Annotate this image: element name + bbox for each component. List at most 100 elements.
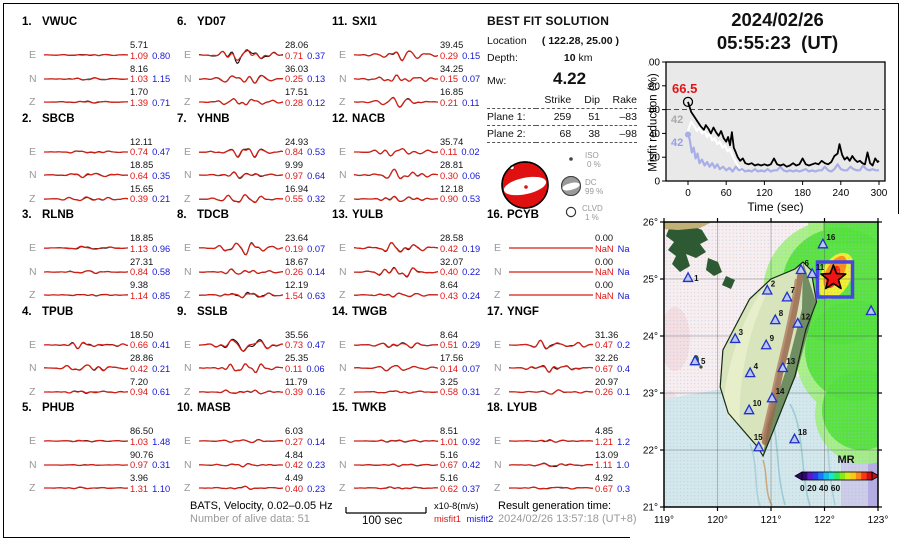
channel-row-Z: Z 0.00 NaN NaN bbox=[487, 280, 639, 306]
channel-row-Z: Z 3.96 1.31 1.10 bbox=[22, 473, 174, 499]
waveform-trace-svg bbox=[509, 294, 593, 296]
amp-value: 90.76 bbox=[130, 449, 154, 460]
channel-label: Z bbox=[494, 289, 501, 301]
fit-values: 35.74 0.11 0.02 bbox=[440, 137, 480, 158]
amp-value: 23.64 bbox=[285, 233, 309, 243]
station-block-SSLB: 9. SSLB E 35.56 0.73 0.47 N 25.35 0.11 0.06 Z 11.79… bbox=[177, 306, 329, 403]
channel-label: N bbox=[339, 169, 347, 181]
channel-row-Z: Z 17.51 0.28 0.12 bbox=[177, 87, 329, 113]
synthetic-trace bbox=[199, 171, 283, 179]
channel-row-E: E 23.64 0.19 0.07 bbox=[177, 233, 329, 259]
misfit2-value: 0.53 bbox=[462, 194, 481, 204]
fit-values: 0.00 NaN NaN bbox=[595, 233, 636, 254]
map-station-number: 14 bbox=[776, 387, 785, 396]
amp-value: 0.00 bbox=[595, 280, 614, 290]
plane2-label: Plane 2: bbox=[487, 125, 537, 143]
channel-label: Z bbox=[29, 96, 36, 108]
synthetic-trace bbox=[354, 342, 438, 348]
nodal-plane-table: Strike Dip Rake Plane 1: 259 51 –83 Plan… bbox=[487, 92, 637, 143]
channel-row-Z: Z 16.94 0.55 0.32 bbox=[177, 184, 329, 210]
amp-value: 1.70 bbox=[130, 87, 149, 97]
synthetic-trace bbox=[44, 53, 128, 57]
misfit1-value: 0.58 bbox=[440, 387, 459, 397]
lavender-start-marker bbox=[685, 131, 691, 138]
misfit2-value: 0.14 bbox=[307, 436, 326, 447]
channel-label: E bbox=[184, 49, 192, 61]
channel-label: N bbox=[29, 458, 37, 471]
waveform-trace-svg bbox=[199, 485, 283, 490]
waveform-trace-svg bbox=[44, 439, 128, 443]
waveform-trace-svg bbox=[44, 149, 128, 154]
channel-label: N bbox=[339, 458, 347, 471]
colorbar-title: MR bbox=[837, 454, 854, 466]
amp-value: 28.58 bbox=[440, 233, 464, 243]
amp-value: 15.65 bbox=[130, 183, 154, 194]
mw-row: Mw: 4.22 bbox=[487, 69, 642, 89]
channel-row-Z: Z 8.64 0.43 0.24 bbox=[332, 280, 484, 306]
station-block-VWUC: 1. VWUC E 5.71 1.09 0.80 N 8.16 1.03 1.15 Z 1.70 1.3… bbox=[22, 16, 174, 113]
mw-label: Mw: bbox=[487, 75, 507, 87]
station-block-PCYB: 16. PCYB E 0.00 NaN NaN N 0.00 NaN NaN Z 0.00 NaN NaN bbox=[487, 209, 639, 306]
channel-row-N: N 9.99 0.97 0.64 bbox=[177, 160, 329, 186]
amp-value: 4.84 bbox=[285, 449, 304, 460]
station-title: 3. RLNB bbox=[22, 209, 74, 221]
waveform-trace-svg bbox=[44, 245, 128, 250]
fit-values: 28.06 0.71 0.37 bbox=[285, 40, 325, 61]
amp-value: 28.81 bbox=[440, 160, 464, 170]
iso-pct: 0 % bbox=[587, 160, 601, 169]
misfit2-value: 0.38 bbox=[617, 483, 636, 494]
channel-row-N: N 28.81 0.30 0.06 bbox=[332, 160, 484, 186]
station-block-TPUB: 4. TPUB E 18.50 0.66 0.41 N 28.86 0.42 0.21 Z 7.20 0… bbox=[22, 306, 174, 403]
fit-values: 35.56 0.73 0.47 bbox=[285, 330, 325, 351]
station-title: 4. TPUB bbox=[22, 305, 74, 318]
synthetic-trace bbox=[44, 76, 128, 80]
synthetic-trace bbox=[199, 268, 283, 275]
amp-value: 7.20 bbox=[130, 376, 149, 387]
map-station-triangle-11 bbox=[806, 267, 818, 279]
waveform-trace-svg bbox=[44, 463, 128, 466]
map-station-number: 7 bbox=[791, 286, 796, 295]
misfit2-value: 1.48 bbox=[152, 436, 171, 447]
synthetic-trace bbox=[44, 341, 128, 349]
waveform-trace-svg bbox=[199, 74, 283, 84]
misfit1-value: NaN bbox=[595, 290, 614, 301]
synthetic-trace bbox=[509, 486, 593, 490]
amp-value: 35.56 bbox=[285, 329, 309, 340]
misfit1-value: 1.09 bbox=[130, 50, 149, 61]
amp-value: 13.09 bbox=[595, 449, 619, 460]
waveform-trace-svg bbox=[199, 98, 283, 106]
synthetic-trace bbox=[354, 486, 438, 490]
misfit2-value: 0.21 bbox=[152, 194, 171, 204]
fit-values: 8.51 1.01 0.92 bbox=[440, 426, 480, 447]
map-station-triangle-9 bbox=[760, 338, 772, 350]
map-station-triangle-13 bbox=[777, 361, 789, 373]
fit-values: 36.03 0.25 0.13 bbox=[285, 64, 325, 85]
focal-mechanism-area: ISO 0 % DC 99 % CLVD 1 % bbox=[501, 151, 603, 222]
waveform-trace-svg bbox=[44, 341, 128, 349]
channel-label: Z bbox=[184, 289, 191, 301]
misfit2-value: 1.15 bbox=[152, 74, 171, 84]
map-station-number: 5 bbox=[701, 357, 706, 366]
waveform-trace-svg bbox=[354, 364, 438, 372]
map-station-triangle-7 bbox=[781, 290, 793, 302]
misfit2-value: 0.07 bbox=[307, 243, 326, 254]
misfit2-value: NaN bbox=[617, 243, 637, 254]
channel-label: N bbox=[184, 362, 192, 374]
waveform-trace-svg bbox=[44, 269, 128, 274]
waveform-trace-svg bbox=[354, 439, 438, 443]
misfit2-value: 0.92 bbox=[462, 436, 481, 447]
misfit2-value: 0.85 bbox=[152, 290, 171, 301]
misfit1-value: 0.39 bbox=[285, 387, 304, 397]
synthetic-trace bbox=[44, 269, 128, 274]
map-station-number: 13 bbox=[786, 357, 795, 366]
channel-label: E bbox=[494, 242, 502, 254]
misfit2-value: 0.07 bbox=[462, 363, 481, 374]
misfit1-value: 0.66 bbox=[130, 340, 149, 350]
amp-value: 25.35 bbox=[285, 353, 309, 363]
channel-label: N bbox=[339, 362, 347, 374]
fit-values: 15.65 0.39 0.21 bbox=[130, 184, 170, 205]
channel-row-N: N 18.67 0.26 0.14 bbox=[177, 257, 329, 283]
misfit2-value: 0.21 bbox=[152, 363, 171, 374]
misfit2-value: 1.01 bbox=[616, 460, 635, 470]
channel-row-E: E 28.06 0.71 0.37 bbox=[177, 40, 329, 66]
